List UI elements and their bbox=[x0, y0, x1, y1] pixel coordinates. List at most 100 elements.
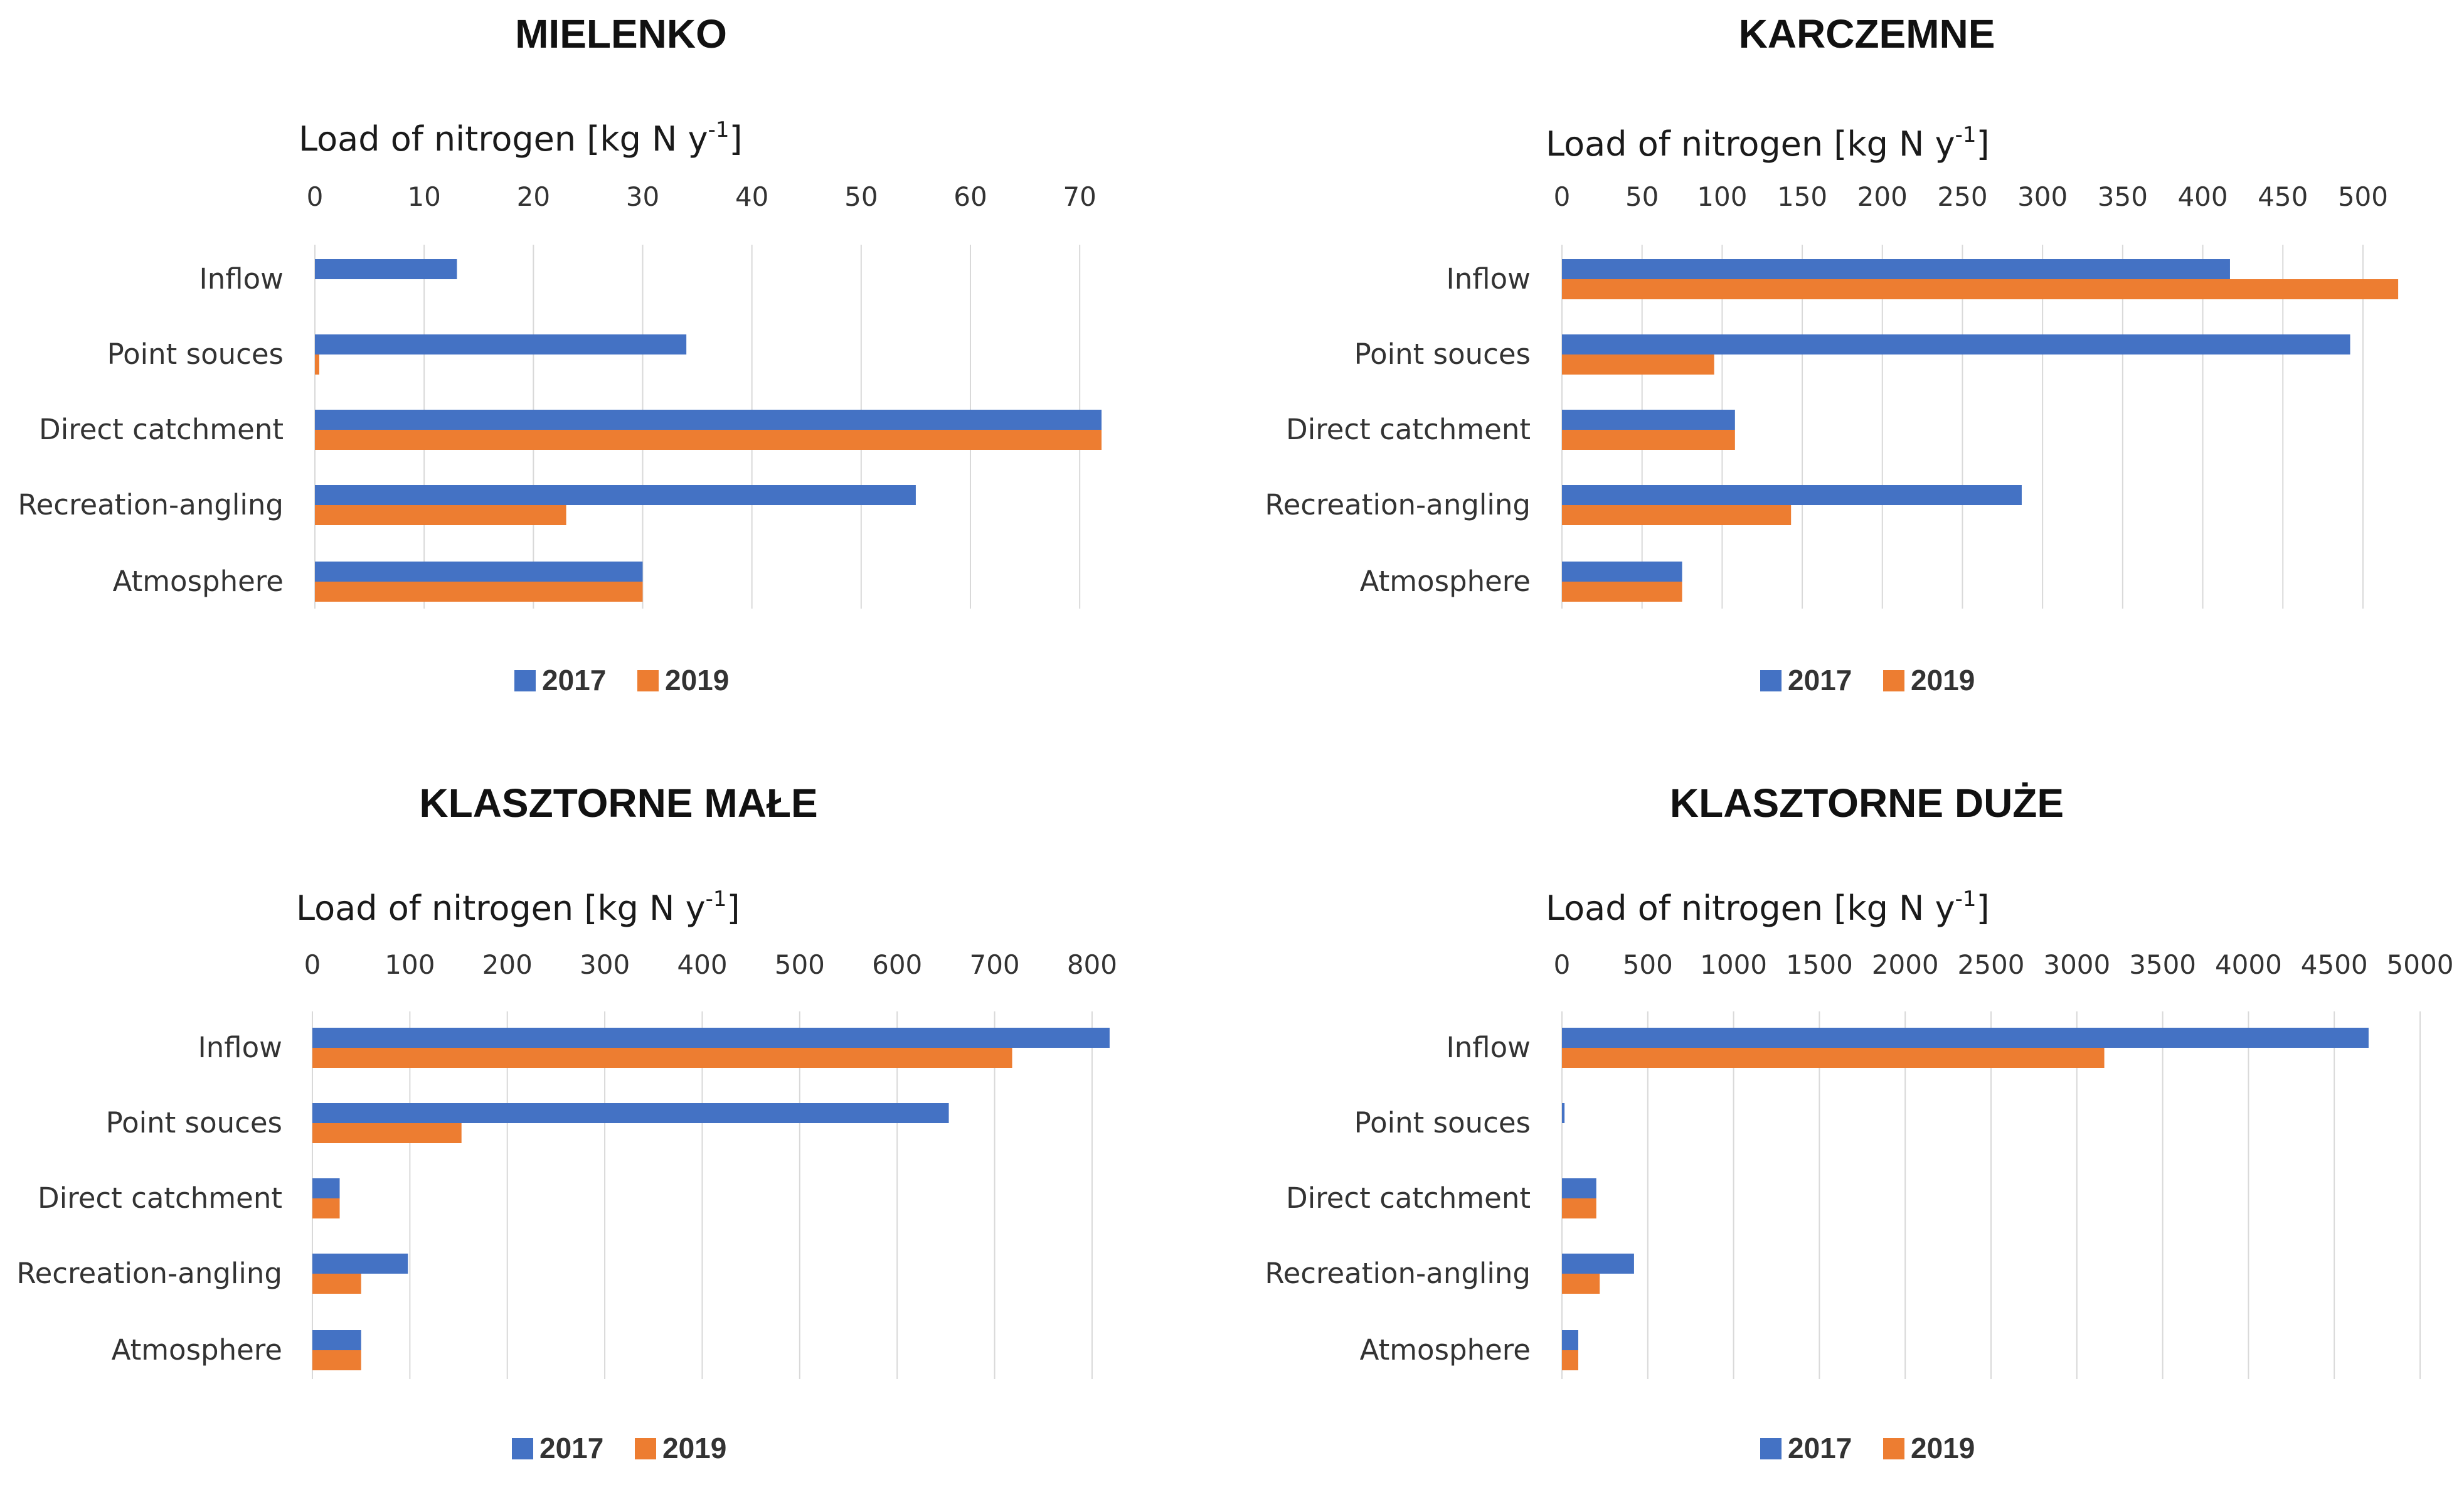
bar-2019-atmosphere bbox=[315, 582, 643, 602]
chart-title: KARCZEMNE bbox=[1739, 11, 1995, 56]
category-label: Direct catchment bbox=[39, 413, 284, 446]
x-tick-label: 50 bbox=[1625, 181, 1659, 212]
x-axis-title-end: ] bbox=[729, 119, 742, 159]
bar-2019-atmosphere bbox=[312, 1350, 361, 1370]
x-tick-label: 800 bbox=[1067, 949, 1117, 980]
x-tick-label: 5000 bbox=[2387, 949, 2454, 980]
legend-swatch-2017 bbox=[512, 1438, 533, 1459]
chart-title: KLASZTORNE MAŁE bbox=[419, 781, 817, 826]
bar-2019-point-souces bbox=[312, 1123, 462, 1143]
bar-2017-point-souces bbox=[312, 1103, 949, 1123]
category-label: Point souces bbox=[1354, 1106, 1531, 1139]
x-tick-label: 600 bbox=[872, 949, 922, 980]
category-label: Inflow bbox=[1447, 262, 1531, 296]
x-tick-label: 500 bbox=[2338, 181, 2388, 212]
x-tick-label: 250 bbox=[1937, 181, 1987, 212]
x-tick-label: 500 bbox=[1623, 949, 1673, 980]
x-tick-label: 300 bbox=[2017, 181, 2068, 212]
legend-swatch-2017 bbox=[1760, 670, 1782, 691]
x-tick-label: 500 bbox=[775, 949, 825, 980]
x-tick-label: 0 bbox=[304, 949, 321, 980]
x-axis-title: Load of nitrogen [kg N y-1] bbox=[1546, 122, 1990, 164]
bar-2019-direct-catchment bbox=[1562, 430, 1735, 450]
x-tick-label: 700 bbox=[969, 949, 1019, 980]
bar-2017-atmosphere bbox=[312, 1330, 361, 1350]
bar-2019-inflow bbox=[312, 1048, 1012, 1068]
x-axis-title-main: Load of nitrogen [kg N y bbox=[296, 888, 706, 928]
legend-label-2019: 2019 bbox=[1911, 664, 1975, 696]
bar-2019-recreation-angling bbox=[1562, 1274, 1600, 1294]
bar-2019-atmosphere bbox=[1562, 1350, 1578, 1370]
x-tick-label: 200 bbox=[1857, 181, 1908, 212]
category-label: Recreation-angling bbox=[18, 488, 284, 521]
legend-label-2019: 2019 bbox=[662, 1432, 726, 1464]
legend: 2017 2019 bbox=[514, 664, 729, 696]
x-axis-title-superscript: -1 bbox=[708, 117, 730, 142]
x-axis-title-end: ] bbox=[1976, 124, 1989, 164]
x-tick-label: 40 bbox=[735, 181, 768, 212]
bar-2017-recreation-angling bbox=[1562, 1254, 1634, 1274]
bar-2017-direct-catchment bbox=[1562, 1178, 1596, 1198]
legend-label-2017: 2017 bbox=[542, 664, 606, 696]
bar-2017-inflow bbox=[1562, 259, 2230, 279]
bar-2017-recreation-angling bbox=[315, 485, 916, 505]
bar-2019-inflow bbox=[1562, 279, 2399, 299]
x-tick-label: 0 bbox=[307, 181, 324, 212]
category-label: Recreation-angling bbox=[1265, 1257, 1531, 1290]
bar-2017-direct-catchment bbox=[315, 410, 1102, 430]
legend-swatch-2019 bbox=[635, 1438, 656, 1459]
bar-2017-atmosphere bbox=[1562, 1330, 1578, 1350]
x-axis-title: Load of nitrogen [kg N y-1] bbox=[299, 117, 743, 159]
bar-2019-direct-catchment bbox=[312, 1198, 340, 1218]
x-axis-title-main: Load of nitrogen [kg N y bbox=[1546, 124, 1955, 164]
category-label: Atmosphere bbox=[112, 1333, 282, 1367]
legend-label-2017: 2017 bbox=[539, 1432, 603, 1464]
legend-label-2017: 2017 bbox=[1788, 664, 1852, 696]
x-tick-label: 300 bbox=[580, 949, 630, 980]
bar-2017-direct-catchment bbox=[312, 1178, 340, 1198]
x-tick-label: 3000 bbox=[2043, 949, 2110, 980]
chart-title: MIELENKO bbox=[515, 11, 727, 56]
bar-2019-recreation-angling bbox=[315, 505, 566, 525]
legend-label-2019: 2019 bbox=[1911, 1432, 1975, 1464]
x-tick-label: 3500 bbox=[2129, 949, 2196, 980]
bar-2019-direct-catchment bbox=[1562, 1198, 1596, 1218]
category-label: Direct catchment bbox=[1286, 1181, 1531, 1215]
bar-2019-point-souces bbox=[1562, 354, 1714, 375]
category-label: Atmosphere bbox=[113, 565, 284, 598]
category-label: Point souces bbox=[107, 338, 284, 371]
x-tick-label: 1000 bbox=[1700, 949, 1767, 980]
legend-swatch-2019 bbox=[637, 670, 659, 691]
bar-2017-atmosphere bbox=[1562, 562, 1682, 582]
x-tick-label: 350 bbox=[2098, 181, 2148, 212]
chart-panel-1: MIELENKO Load of nitrogen [kg N y-1] 0 10 20… bbox=[18, 11, 1102, 696]
x-tick-label: 0 bbox=[1554, 949, 1571, 980]
x-tick-label: 200 bbox=[482, 949, 533, 980]
legend-label-2019: 2019 bbox=[665, 664, 729, 696]
x-tick-label: 4000 bbox=[2215, 949, 2282, 980]
x-tick-label: 400 bbox=[677, 949, 727, 980]
x-tick-label: 150 bbox=[1777, 181, 1827, 212]
x-axis-title-superscript: -1 bbox=[706, 887, 727, 912]
x-tick-label: 100 bbox=[1697, 181, 1747, 212]
x-axis-title-main: Load of nitrogen [kg N y bbox=[299, 119, 708, 159]
legend-swatch-2017 bbox=[514, 670, 536, 691]
chart-panel-3: KLASZTORNE MAŁE Load of nitrogen [kg N y-… bbox=[16, 781, 1117, 1464]
x-axis-title-superscript: -1 bbox=[1955, 887, 1977, 912]
bar-2017-recreation-angling bbox=[312, 1254, 408, 1274]
category-label: Inflow bbox=[1447, 1031, 1531, 1064]
x-tick-label: 4500 bbox=[2301, 949, 2368, 980]
bar-2019-inflow bbox=[1562, 1048, 2105, 1068]
x-tick-label: 0 bbox=[1554, 181, 1571, 212]
legend: 2017 2019 bbox=[1760, 664, 1975, 696]
x-axis-title-superscript: -1 bbox=[1955, 122, 1977, 147]
x-tick-label: 400 bbox=[2177, 181, 2228, 212]
bar-2017-point-souces bbox=[315, 334, 687, 354]
bar-2017-point-souces bbox=[1562, 1103, 1565, 1123]
x-tick-label: 10 bbox=[407, 181, 440, 212]
category-label: Direct catchment bbox=[1286, 413, 1531, 446]
bar-2019-recreation-angling bbox=[1562, 505, 1792, 525]
category-label: Atmosphere bbox=[1360, 1333, 1531, 1367]
category-label: Inflow bbox=[199, 262, 284, 296]
